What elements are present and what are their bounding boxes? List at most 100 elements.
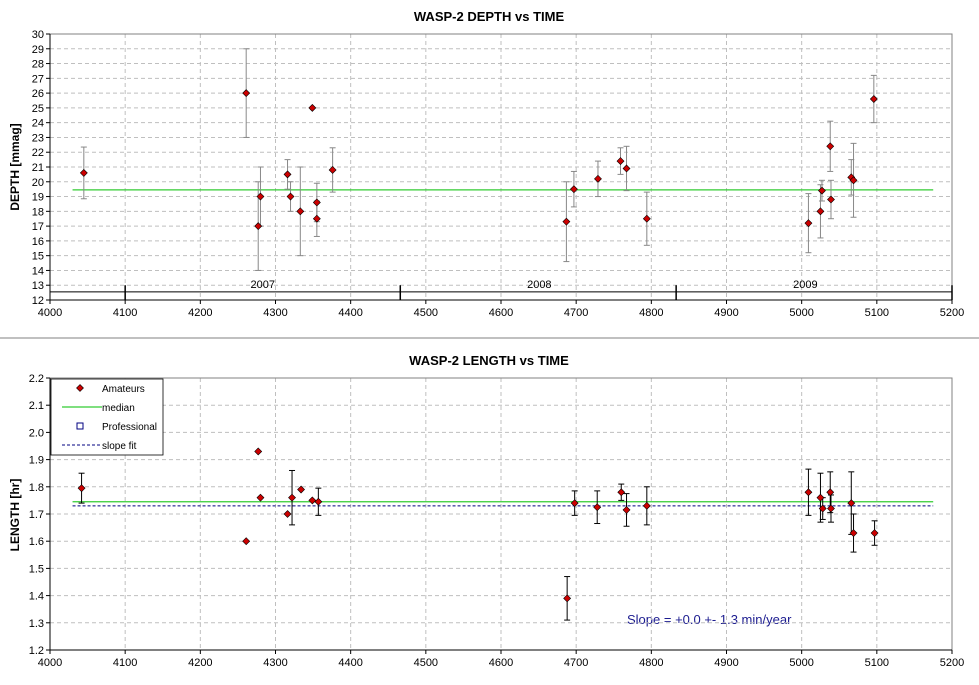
- x-tick-label: 4200: [188, 657, 212, 669]
- y-tick-label: 25: [32, 103, 44, 115]
- x-tick-label: 5100: [865, 307, 889, 319]
- y-tick-label: 1.8: [29, 482, 44, 494]
- x-tick-label: 4400: [338, 307, 362, 319]
- data-point: [328, 166, 337, 174]
- x-tick-label: 4600: [489, 307, 513, 319]
- x-tick-label: 5000: [789, 657, 813, 669]
- data-point: [642, 501, 651, 510]
- y-tick-label: 23: [32, 132, 44, 144]
- legend-label: Amateurs: [102, 384, 145, 395]
- x-tick-label: 4200: [188, 307, 212, 319]
- y-tick-label: 21: [32, 162, 44, 174]
- data-point: [256, 192, 265, 201]
- data-point: [314, 497, 323, 506]
- y-tick-label: 1.4: [29, 591, 44, 603]
- legend-symbol-square: [76, 422, 84, 430]
- y-tick-label: 1.2: [29, 645, 44, 657]
- x-tick-label: 4300: [263, 307, 287, 319]
- x-tick-label: 4500: [414, 657, 438, 669]
- x-tick-label: 4800: [639, 657, 663, 669]
- data-point: [642, 214, 651, 223]
- y-tick-label: 24: [32, 118, 44, 130]
- y-tick-label: 2.2: [29, 373, 44, 385]
- data-point: [818, 186, 826, 195]
- data-point: [77, 484, 86, 493]
- y-tick-label: 1.3: [29, 618, 44, 630]
- y-tick-label: 17: [32, 221, 44, 233]
- data-point: [827, 504, 835, 513]
- data-point: [826, 142, 835, 151]
- data-point: [79, 168, 88, 177]
- y-tick-label: 16: [32, 236, 44, 248]
- y-tick-label: 30: [32, 29, 44, 41]
- y-tick-label: 18: [32, 206, 44, 218]
- legend-label: Professional: [102, 422, 157, 433]
- data-point: [816, 493, 825, 502]
- x-tick-label: 4700: [564, 657, 588, 669]
- y-tick-label: 27: [32, 73, 44, 85]
- data-point: [562, 217, 571, 226]
- y-tick-label: 1.6: [29, 536, 44, 548]
- legend-symbol-diamond: [76, 384, 84, 392]
- gridlines: [50, 34, 952, 300]
- data-point: [594, 174, 602, 183]
- y-axis-label: LENGTH [hr]: [8, 479, 22, 552]
- x-tick-label: 4100: [113, 307, 137, 319]
- x-tick-label: 5200: [940, 307, 964, 319]
- data-point: [288, 493, 296, 502]
- data-point: [818, 504, 827, 513]
- data-point: [849, 176, 858, 185]
- data-point: [870, 529, 879, 537]
- x-tick-label: 4900: [714, 307, 738, 319]
- data-point: [563, 594, 572, 603]
- data-point: [869, 95, 878, 103]
- gridlines: [50, 378, 952, 650]
- data-point: [804, 219, 813, 228]
- chart-title: WASP-2 DEPTH vs TIME: [414, 9, 565, 24]
- y-tick-label: 19: [32, 192, 44, 204]
- year-label: 2008: [527, 279, 551, 291]
- x-tick-label: 4400: [338, 657, 362, 669]
- y-tick-label: 1.7: [29, 509, 44, 521]
- y-axis-label: DEPTH [mmag]: [8, 123, 22, 210]
- data-point: [569, 185, 578, 194]
- year-label: 2009: [793, 279, 817, 291]
- data-point: [283, 170, 292, 179]
- data-point: [827, 195, 835, 204]
- data-point: [242, 537, 251, 546]
- data-point: [312, 198, 321, 207]
- y-tick-label: 28: [32, 59, 44, 71]
- data-point: [308, 103, 317, 112]
- x-tick-label: 4800: [639, 307, 663, 319]
- x-tick-label: 5100: [865, 657, 889, 669]
- x-tick-label: 4000: [38, 657, 62, 669]
- length-chart: WASP-2 LENGTH vs TIME LENGTH [hr] Slope …: [8, 353, 964, 669]
- y-tick-label: 14: [32, 265, 44, 277]
- data-point: [570, 499, 579, 508]
- legend-label: slope fit: [102, 441, 137, 452]
- chart-title: WASP-2 LENGTH vs TIME: [409, 353, 569, 368]
- y-tick-label: 1.9: [29, 455, 44, 467]
- data-point: [849, 529, 858, 537]
- data-point: [254, 222, 263, 231]
- data-point: [622, 164, 631, 173]
- data-point: [254, 447, 263, 456]
- legend: Amateurs median Professional slope fit: [50, 378, 164, 456]
- data-point: [826, 488, 835, 497]
- x-tick-label: 4300: [263, 657, 287, 669]
- data-point: [283, 510, 292, 518]
- y-tick-label: 13: [32, 280, 44, 292]
- data-point: [312, 214, 321, 223]
- data-point: [296, 207, 305, 216]
- data-point: [308, 496, 317, 505]
- y-tick-label: 20: [32, 177, 44, 189]
- data-point: [622, 505, 631, 514]
- x-tick-label: 4900: [714, 657, 738, 669]
- x-tick-label: 5200: [940, 657, 964, 669]
- data-point: [816, 207, 825, 216]
- data-point: [617, 488, 626, 497]
- y-tick-label: 26: [32, 88, 44, 100]
- x-tick-label: 4600: [489, 657, 513, 669]
- x-tick-label: 5000: [789, 307, 813, 319]
